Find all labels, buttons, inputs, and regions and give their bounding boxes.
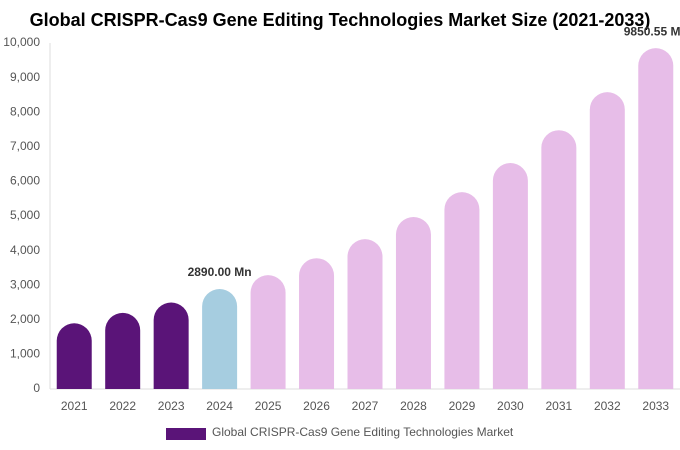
x-tick-label: 2024: [206, 399, 233, 413]
bar: [347, 239, 383, 389]
y-tick-label: 7,000: [10, 139, 40, 153]
y-tick-label: 8,000: [10, 104, 40, 118]
x-tick-label: 2030: [497, 399, 524, 413]
y-tick-label: 3,000: [10, 277, 40, 291]
x-tick-label: 2022: [109, 399, 136, 413]
x-tick-label: 2031: [545, 399, 572, 413]
x-tick-label: 2023: [158, 399, 185, 413]
y-tick-label: 6,000: [10, 174, 40, 188]
bar: [395, 217, 431, 389]
bar: [589, 92, 625, 389]
legend-swatch: [166, 428, 206, 440]
legend-label: Global CRISPR-Cas9 Gene Editing Technolo…: [212, 425, 514, 439]
bar: [202, 289, 238, 389]
bar: [638, 48, 674, 390]
y-tick-label: 10,000: [3, 35, 40, 49]
bar: [56, 323, 92, 389]
bar: [444, 192, 480, 389]
chart-title: Global CRISPR-Cas9 Gene Editing Technolo…: [30, 10, 651, 30]
y-tick-label: 0: [33, 381, 40, 395]
x-tick-label: 2025: [255, 399, 282, 413]
x-tick-label: 2027: [352, 399, 379, 413]
x-tick-label: 2021: [61, 399, 88, 413]
y-tick-label: 1,000: [10, 347, 40, 361]
bar: [153, 302, 189, 389]
bar: [541, 130, 577, 389]
bar: [250, 275, 286, 389]
y-tick-label: 2,000: [10, 312, 40, 326]
data-label: 2890.00 Mn: [188, 265, 252, 279]
data-label: 9850.55 Mn: [624, 24, 680, 38]
x-tick-label: 2029: [449, 399, 476, 413]
x-tick-label: 2028: [400, 399, 427, 413]
x-tick-label: 2026: [303, 399, 330, 413]
x-tick-label: 2033: [642, 399, 669, 413]
bar: [299, 258, 335, 389]
bar: [492, 163, 528, 389]
y-tick-label: 9,000: [10, 70, 40, 84]
y-tick-label: 5,000: [10, 208, 40, 222]
x-tick-label: 2032: [594, 399, 621, 413]
bar: [105, 312, 141, 389]
y-tick-label: 4,000: [10, 243, 40, 257]
